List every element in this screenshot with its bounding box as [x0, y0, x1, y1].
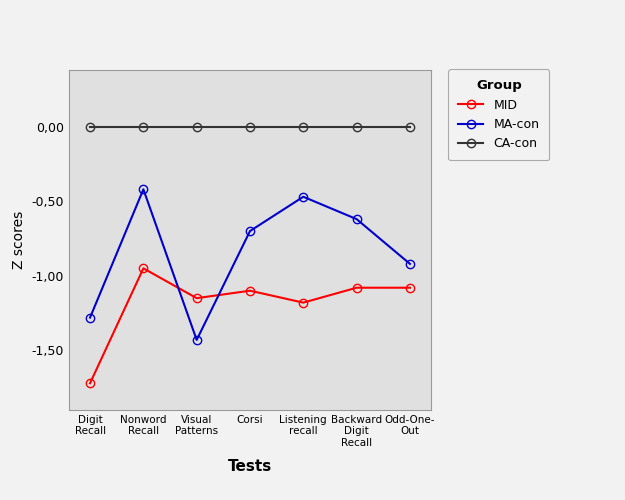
MA-con	[139, 186, 147, 192]
CA-con	[193, 124, 201, 130]
MID	[246, 288, 254, 294]
CA-con	[139, 124, 147, 130]
Line: MID: MID	[86, 264, 414, 388]
MA-con	[406, 261, 414, 267]
MA-con	[246, 228, 254, 234]
MID	[86, 380, 94, 386]
MID	[193, 295, 201, 301]
MA-con	[86, 314, 94, 320]
MA-con	[299, 194, 307, 200]
MID	[139, 266, 147, 272]
Line: CA-con: CA-con	[86, 122, 414, 131]
MID	[299, 300, 307, 306]
MA-con	[353, 216, 361, 222]
MID	[406, 284, 414, 290]
Y-axis label: Z scores: Z scores	[12, 211, 26, 269]
CA-con	[86, 124, 94, 130]
CA-con	[406, 124, 414, 130]
CA-con	[246, 124, 254, 130]
MA-con	[193, 337, 201, 343]
Line: MA-con: MA-con	[86, 185, 414, 344]
X-axis label: Tests: Tests	[228, 459, 272, 474]
CA-con	[353, 124, 361, 130]
CA-con	[299, 124, 307, 130]
MID	[353, 284, 361, 290]
Legend: MID, MA-con, CA-con: MID, MA-con, CA-con	[448, 70, 549, 160]
